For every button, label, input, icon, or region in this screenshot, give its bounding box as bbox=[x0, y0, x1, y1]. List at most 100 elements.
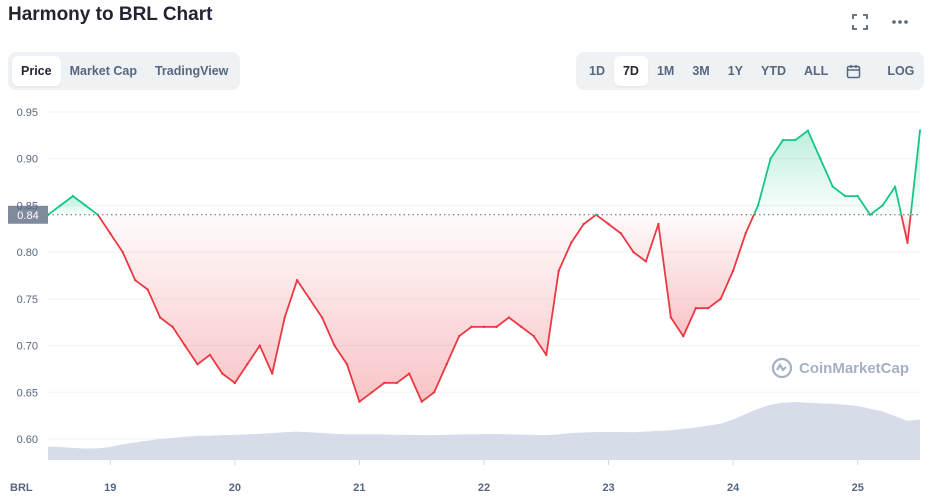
price-point bbox=[707, 307, 710, 310]
price-point bbox=[383, 381, 386, 385]
price-point bbox=[893, 185, 897, 188]
price-point bbox=[246, 363, 249, 366]
y-tick-label: 0.80 bbox=[17, 247, 38, 259]
y-axis: 0.95 0.90 0.85 0.80 0.75 0.70 0.65 0.60 bbox=[17, 107, 38, 446]
price-point bbox=[844, 194, 847, 198]
price-line-down bbox=[595, 214, 755, 338]
price-point bbox=[84, 204, 87, 207]
y-tick-label: 0.85 bbox=[17, 200, 38, 212]
chart-type-tabs: Price Market Cap TradingView bbox=[8, 52, 240, 90]
price-point bbox=[308, 297, 311, 301]
price-point bbox=[532, 335, 536, 338]
price-point bbox=[457, 335, 461, 338]
range-7d[interactable]: 7D bbox=[613, 56, 648, 86]
area-below-baseline bbox=[97, 214, 597, 402]
price-point bbox=[582, 222, 585, 226]
log-toggle[interactable]: LOG bbox=[887, 64, 915, 78]
baseline-label-bg bbox=[8, 205, 48, 224]
price-point bbox=[295, 278, 299, 282]
price-point bbox=[682, 335, 685, 338]
price-point bbox=[731, 269, 735, 273]
price-point bbox=[283, 316, 286, 319]
area-above-baseline bbox=[753, 130, 902, 215]
price-lines bbox=[46, 129, 922, 403]
price-point bbox=[109, 232, 112, 235]
range-selector: 1D 7D 1M 3M 1Y YTD ALL LOG bbox=[576, 52, 924, 90]
range-3m[interactable]: 3M bbox=[692, 64, 710, 78]
price-point bbox=[134, 278, 137, 282]
price-point bbox=[856, 194, 859, 198]
price-point bbox=[744, 232, 747, 235]
price-point bbox=[769, 157, 772, 160]
range-1d[interactable]: 1D bbox=[589, 64, 605, 78]
price-point bbox=[233, 381, 237, 385]
price-point bbox=[781, 138, 785, 142]
price-point bbox=[146, 288, 149, 291]
x-tick-label: 20 bbox=[229, 482, 241, 494]
price-point bbox=[420, 400, 423, 403]
x-tick-label: 23 bbox=[602, 482, 614, 494]
price-point bbox=[370, 391, 374, 394]
price-point bbox=[121, 250, 124, 254]
coinmarketcap-logo-icon bbox=[771, 357, 793, 379]
price-point bbox=[831, 185, 834, 188]
price-point bbox=[395, 381, 398, 385]
price-point bbox=[358, 400, 361, 403]
price-point bbox=[345, 363, 349, 366]
price-point bbox=[657, 222, 660, 226]
more-icon[interactable] bbox=[890, 12, 910, 32]
price-point bbox=[868, 213, 872, 216]
price-point bbox=[694, 307, 697, 310]
volume-area bbox=[48, 402, 920, 460]
y-tick-label: 0.90 bbox=[17, 154, 38, 166]
x-tick-label: 22 bbox=[478, 482, 490, 494]
price-point bbox=[619, 232, 623, 235]
price-point bbox=[59, 204, 62, 207]
price-point bbox=[470, 325, 473, 329]
price-point bbox=[408, 372, 411, 375]
x-axis: BRL 19 20 21 22 23 24 25 bbox=[10, 460, 864, 494]
price-point bbox=[171, 325, 174, 329]
price-chart[interactable]: 0.84 0.95 0.90 0.85 0.80 0.75 0.70 0.65 0.60 BR… bbox=[0, 100, 938, 497]
price-point bbox=[196, 363, 199, 366]
price-point bbox=[320, 316, 324, 319]
price-line-up bbox=[909, 130, 921, 215]
currency-label: BRL bbox=[10, 482, 33, 494]
tab-market-cap[interactable]: Market Cap bbox=[69, 64, 137, 78]
range-ytd[interactable]: YTD bbox=[761, 64, 787, 78]
price-point bbox=[756, 204, 760, 207]
volume-bars bbox=[48, 402, 920, 460]
price-point bbox=[644, 260, 648, 263]
fullscreen-icon[interactable] bbox=[850, 12, 870, 32]
price-point bbox=[570, 241, 573, 244]
price-line-up bbox=[753, 129, 903, 216]
price-point bbox=[557, 269, 560, 273]
watermark: CoinMarketCap bbox=[771, 357, 909, 379]
price-point bbox=[719, 297, 722, 301]
range-1m[interactable]: 1M bbox=[656, 64, 675, 78]
x-tick-label: 19 bbox=[104, 482, 116, 494]
tab-price[interactable]: Price bbox=[12, 56, 61, 86]
price-point bbox=[333, 344, 336, 347]
area-above-baseline bbox=[48, 196, 98, 215]
price-point bbox=[495, 325, 498, 329]
range-all[interactable]: ALL bbox=[804, 64, 829, 78]
calendar-icon[interactable] bbox=[837, 56, 870, 86]
price-point bbox=[794, 138, 797, 142]
y-tick-label: 0.70 bbox=[17, 341, 38, 353]
price-point bbox=[806, 129, 810, 132]
price-point bbox=[183, 344, 187, 347]
y-tick-label: 0.75 bbox=[17, 294, 38, 306]
price-point bbox=[669, 316, 673, 319]
x-tick-label: 24 bbox=[727, 482, 740, 494]
price-point bbox=[208, 353, 212, 357]
range-1y[interactable]: 1Y bbox=[727, 64, 744, 78]
price-point bbox=[819, 157, 822, 160]
y-tick-label: 0.95 bbox=[17, 107, 38, 119]
watermark-text: CoinMarketCap bbox=[799, 359, 910, 377]
price-point bbox=[271, 372, 274, 375]
price-point bbox=[918, 129, 922, 132]
price-point bbox=[594, 213, 598, 216]
x-tick-label: 21 bbox=[353, 482, 365, 494]
tab-tradingview[interactable]: TradingView bbox=[154, 64, 229, 78]
